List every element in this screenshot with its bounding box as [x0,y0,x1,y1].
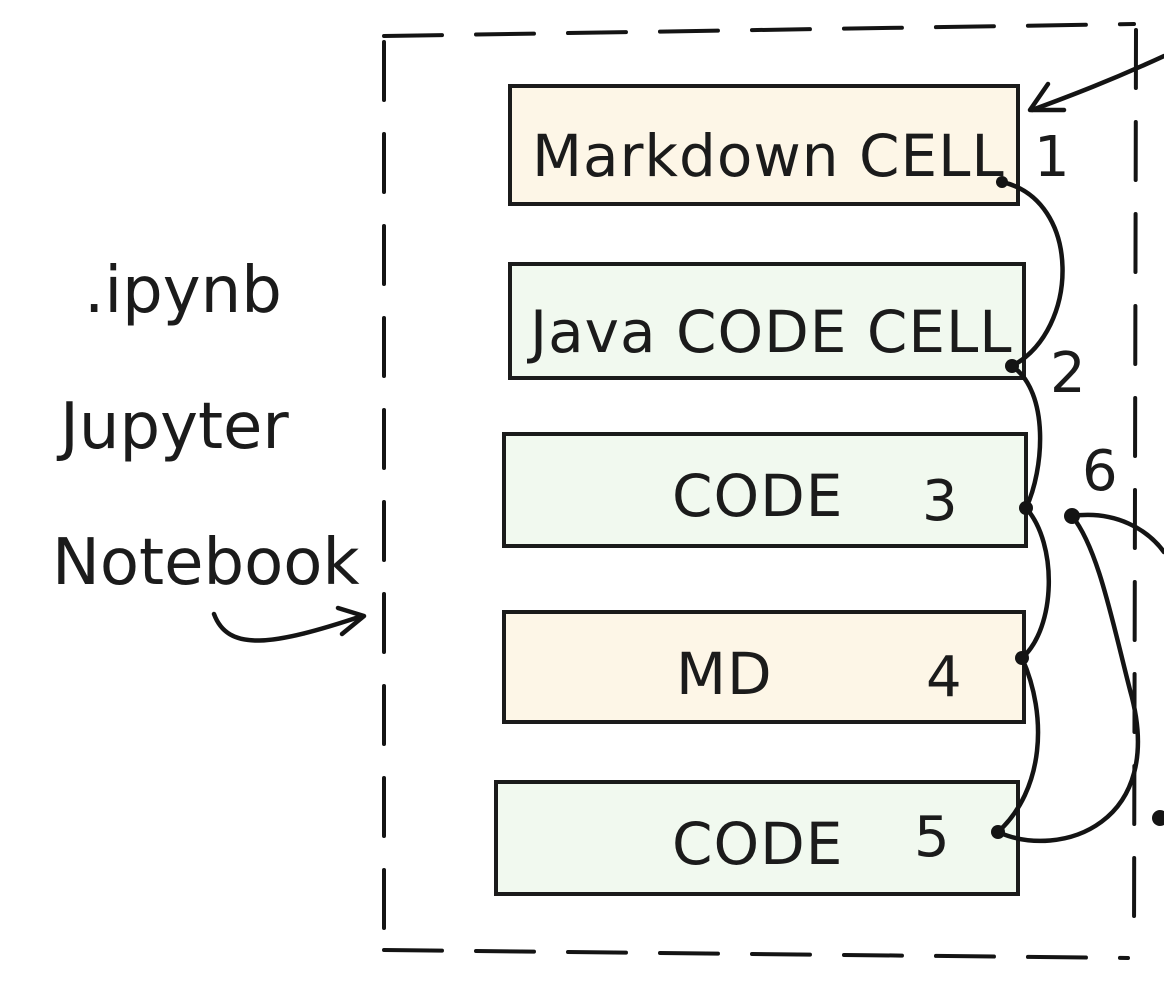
step-number-3: 3 [922,469,958,534]
side-label-jupyter: Jupyter [56,390,289,464]
step-number-5: 5 [914,805,950,870]
cell-label: CODE [672,462,843,530]
cell-4: MD [502,610,1026,724]
step-number-2: 2 [1050,341,1086,406]
label-pointer-arrow [211,605,367,643]
step-number-4: 4 [926,645,962,710]
connector-dot-2 [1005,359,1019,373]
step-number-1: 1 [1034,125,1070,190]
connector-dot-6 [1064,508,1080,524]
step-number-6: 6 [1082,439,1118,504]
cell-1: Markdown CELL [508,84,1020,206]
notebook-border [382,22,1138,960]
execution-flow-path [995,179,1164,844]
cell-label: Markdown CELL [532,122,1005,190]
connector-dot-3 [1019,501,1033,515]
side-label-notebook: Notebook [52,526,360,600]
cell-5: CODE [494,780,1020,896]
cell-label: Java CODE CELL [527,298,1013,366]
cell-label: MD [676,640,773,708]
cell-3: CODE [502,432,1028,548]
connector-dot-offpage [1152,810,1164,826]
incoming-arrow [1027,53,1164,113]
connector-dot-5 [991,825,1005,839]
cell-2: Java CODE CELL [508,262,1026,380]
side-label-ipynb: .ipynb [84,254,282,328]
connector-dot-4 [1015,651,1029,665]
connector-dot-1 [996,176,1008,188]
cell-label: CODE [672,810,843,878]
